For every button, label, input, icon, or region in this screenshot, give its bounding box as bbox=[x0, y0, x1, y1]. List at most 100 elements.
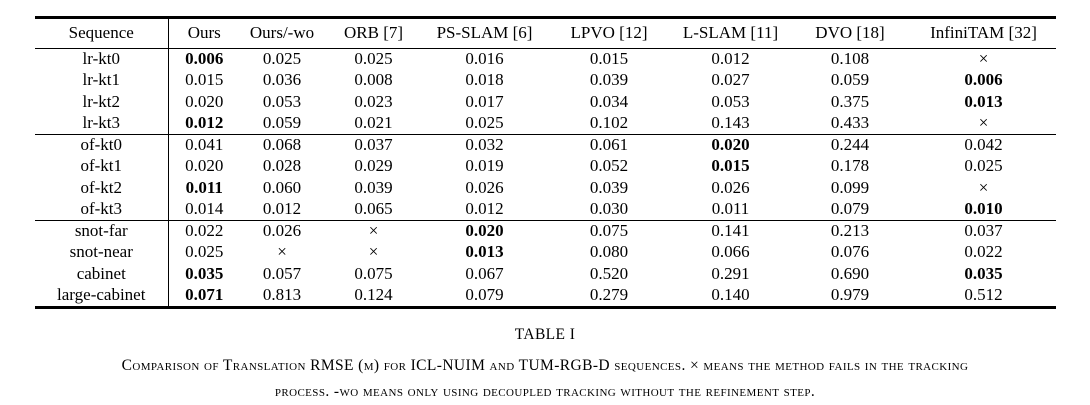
value-lr-kt0-ours: 0.006 bbox=[185, 49, 224, 68]
value-of-kt3-l-slam-11: 0.011 bbox=[711, 199, 750, 218]
row-lr-kt3: lr-kt3 0.012 0.059 0.021 0.025 0.102 0.143 0.43… bbox=[35, 112, 1056, 134]
value-snot-near-lpvo-12: 0.080 bbox=[589, 242, 629, 262]
value-of-kt3-lpvo-12: 0.030 bbox=[589, 199, 629, 218]
value-of-kt1-orb-7: 0.029 bbox=[354, 156, 393, 176]
value-cabinet-lpvo-12: 0.520 bbox=[589, 263, 629, 283]
caption-line-1: Comparison of Translation RMSE (m) for I… bbox=[121, 357, 969, 374]
value-lr-kt0-ps-slam-6: 0.016 bbox=[465, 49, 504, 68]
value-lr-kt3-infinitam-32: × bbox=[978, 113, 989, 132]
value-large-cabinet-ours: 0.071 bbox=[185, 285, 224, 305]
value-of-kt1-dvo-18: 0.178 bbox=[830, 156, 870, 176]
value-of-kt3-ours: 0.014 bbox=[185, 199, 224, 218]
value-of-kt1-ours: 0.020 bbox=[185, 156, 224, 176]
value-of-kt2-ours-wo: 0.060 bbox=[262, 177, 302, 197]
value-snot-near-ours: 0.025 bbox=[185, 242, 224, 262]
value-lr-kt0-ours-wo: 0.025 bbox=[262, 49, 302, 68]
value-cabinet-orb-7: 0.075 bbox=[354, 263, 393, 283]
value-lr-kt2-infinitam-32: 0.013 bbox=[964, 91, 1003, 111]
column-header-lpvo-12: LPVO [12] bbox=[546, 19, 672, 49]
value-lr-kt0-orb-7: 0.025 bbox=[354, 49, 393, 68]
value-cabinet-ours-wo: 0.057 bbox=[262, 263, 302, 283]
value-large-cabinet-orb-7: 0.124 bbox=[354, 285, 393, 305]
value-snot-far-lpvo-12: 0.075 bbox=[546, 219, 672, 242]
row-of-kt2: of-kt2 0.011 0.060 0.039 0.026 0.039 0.026 0.09… bbox=[35, 177, 1056, 199]
value-large-cabinet-ps-slam-6: 0.079 bbox=[465, 285, 504, 305]
value-of-kt2-l-slam-11: 0.026 bbox=[711, 177, 750, 197]
value-lr-kt0-l-slam-11: 0.012 bbox=[711, 49, 750, 68]
table-header: Sequence Ours Ours/-wo ORB [7] PS-SLAM [6] LP… bbox=[35, 19, 1056, 49]
value-lr-kt3-lpvo-12: 0.102 bbox=[589, 113, 629, 132]
value-cabinet-l-slam-11: 0.291 bbox=[711, 263, 750, 283]
value-cabinet-ps-slam-6: 0.067 bbox=[465, 263, 504, 283]
value-of-kt0-ours-wo: 0.068 bbox=[240, 133, 324, 156]
sequence-label-of-kt3: of-kt3 bbox=[35, 198, 169, 220]
value-lr-kt0-lpvo-12: 0.015 bbox=[589, 49, 629, 68]
value-lr-kt2-ours-wo: 0.053 bbox=[262, 91, 302, 111]
value-lr-kt3-ours: 0.012 bbox=[185, 113, 224, 132]
value-of-kt2-lpvo-12: 0.039 bbox=[589, 177, 629, 197]
sequence-label-snot-far: snot-far bbox=[35, 219, 169, 242]
sequence-label-lr-kt3: lr-kt3 bbox=[35, 112, 169, 134]
column-header-dvo-18: DVO [18] bbox=[789, 19, 911, 49]
table-top-rule bbox=[35, 16, 1056, 19]
value-cabinet-dvo-18: 0.690 bbox=[830, 263, 870, 283]
value-lr-kt3-l-slam-11: 0.143 bbox=[711, 113, 750, 132]
value-lr-kt2-ps-slam-6: 0.017 bbox=[465, 91, 504, 111]
sequence-label-lr-kt2: lr-kt2 bbox=[35, 91, 169, 113]
row-lr-kt1: lr-kt1 0.015 0.036 0.008 0.018 0.039 0.027 0.05… bbox=[35, 69, 1056, 91]
row-of-kt1: of-kt1 0.020 0.028 0.029 0.019 0.052 0.015 0.17… bbox=[35, 155, 1056, 177]
value-snot-near-ps-slam-6: 0.013 bbox=[465, 242, 504, 262]
row-cabinet: cabinet 0.035 0.057 0.075 0.067 0.520 0.291 0.6… bbox=[35, 263, 1056, 285]
value-snot-far-ps-slam-6: 0.020 bbox=[423, 219, 546, 242]
value-of-kt3-dvo-18: 0.079 bbox=[830, 199, 870, 218]
value-snot-far-dvo-18: 0.213 bbox=[789, 219, 911, 242]
sequence-label-of-kt0: of-kt0 bbox=[35, 133, 169, 156]
value-of-kt1-lpvo-12: 0.052 bbox=[589, 156, 629, 176]
value-snot-near-l-slam-11: 0.066 bbox=[711, 242, 750, 262]
value-lr-kt2-ours: 0.020 bbox=[185, 91, 224, 111]
value-lr-kt1-ours-wo: 0.036 bbox=[262, 70, 302, 90]
sequence-label-lr-kt1: lr-kt1 bbox=[35, 69, 169, 91]
value-lr-kt0-dvo-18: 0.108 bbox=[830, 49, 870, 68]
value-lr-kt2-orb-7: 0.023 bbox=[354, 91, 393, 111]
caption-line-2: process. -wo means only using decoupled … bbox=[274, 383, 816, 400]
sequence-label-of-kt1: of-kt1 bbox=[35, 155, 169, 177]
column-header-l-slam-11: L-SLAM [11] bbox=[672, 19, 789, 49]
table-bottom-rule bbox=[35, 306, 1056, 309]
value-lr-kt3-dvo-18: 0.433 bbox=[830, 113, 870, 132]
column-header-ours-wo: Ours/-wo bbox=[240, 19, 324, 49]
value-snot-far-infinitam-32: 0.037 bbox=[911, 219, 1056, 242]
value-large-cabinet-dvo-18: 0.979 bbox=[830, 285, 870, 305]
value-lr-kt3-orb-7: 0.021 bbox=[354, 113, 393, 132]
value-of-kt2-ps-slam-6: 0.026 bbox=[465, 177, 504, 197]
sequence-label-lr-kt0: lr-kt0 bbox=[35, 48, 169, 70]
column-header-ps-slam-6: PS-SLAM [6] bbox=[423, 19, 546, 49]
sequence-label-large-cabinet: large-cabinet bbox=[35, 284, 169, 306]
value-of-kt0-l-slam-11: 0.020 bbox=[672, 133, 789, 156]
value-of-kt2-infinitam-32: × bbox=[978, 177, 989, 197]
value-lr-kt3-ps-slam-6: 0.025 bbox=[465, 113, 504, 132]
value-of-kt1-ours-wo: 0.028 bbox=[262, 156, 302, 176]
value-of-kt3-infinitam-32: 0.010 bbox=[964, 199, 1003, 218]
value-of-kt0-ps-slam-6: 0.032 bbox=[423, 133, 546, 156]
table-caption: TABLE I Comparison of Translation RMSE (… bbox=[0, 326, 1090, 405]
column-header-orb-7: ORB [7] bbox=[324, 19, 423, 49]
column-header-infinitam-32: InfiniTAM [32] bbox=[911, 19, 1056, 49]
row-snot-near: snot-near 0.025 × × 0.013 0.080 0.066 0.076 0.02… bbox=[35, 241, 1056, 263]
value-snot-near-ours-wo: × bbox=[277, 242, 287, 262]
value-large-cabinet-ours-wo: 0.813 bbox=[262, 285, 302, 305]
row-lr-kt2: lr-kt2 0.020 0.053 0.023 0.017 0.034 0.053 0.37… bbox=[35, 91, 1056, 113]
sequence-label-of-kt2: of-kt2 bbox=[35, 177, 169, 199]
row-of-kt3: of-kt3 0.014 0.012 0.065 0.012 0.030 0.011 0.07… bbox=[35, 198, 1056, 220]
value-of-kt0-dvo-18: 0.244 bbox=[789, 133, 911, 156]
value-of-kt0-ours: 0.041 bbox=[168, 133, 240, 156]
value-large-cabinet-infinitam-32: 0.512 bbox=[964, 285, 1003, 305]
value-cabinet-ours: 0.035 bbox=[185, 263, 224, 283]
results-table: Sequence Ours Ours/-wo ORB [7] PS-SLAM [6] LP… bbox=[35, 19, 1056, 306]
value-of-kt3-orb-7: 0.065 bbox=[354, 199, 393, 218]
column-header-ours: Ours bbox=[168, 19, 240, 49]
value-lr-kt1-orb-7: 0.008 bbox=[354, 70, 393, 90]
value-lr-kt2-dvo-18: 0.375 bbox=[830, 91, 870, 111]
value-of-kt0-infinitam-32: 0.042 bbox=[911, 133, 1056, 156]
